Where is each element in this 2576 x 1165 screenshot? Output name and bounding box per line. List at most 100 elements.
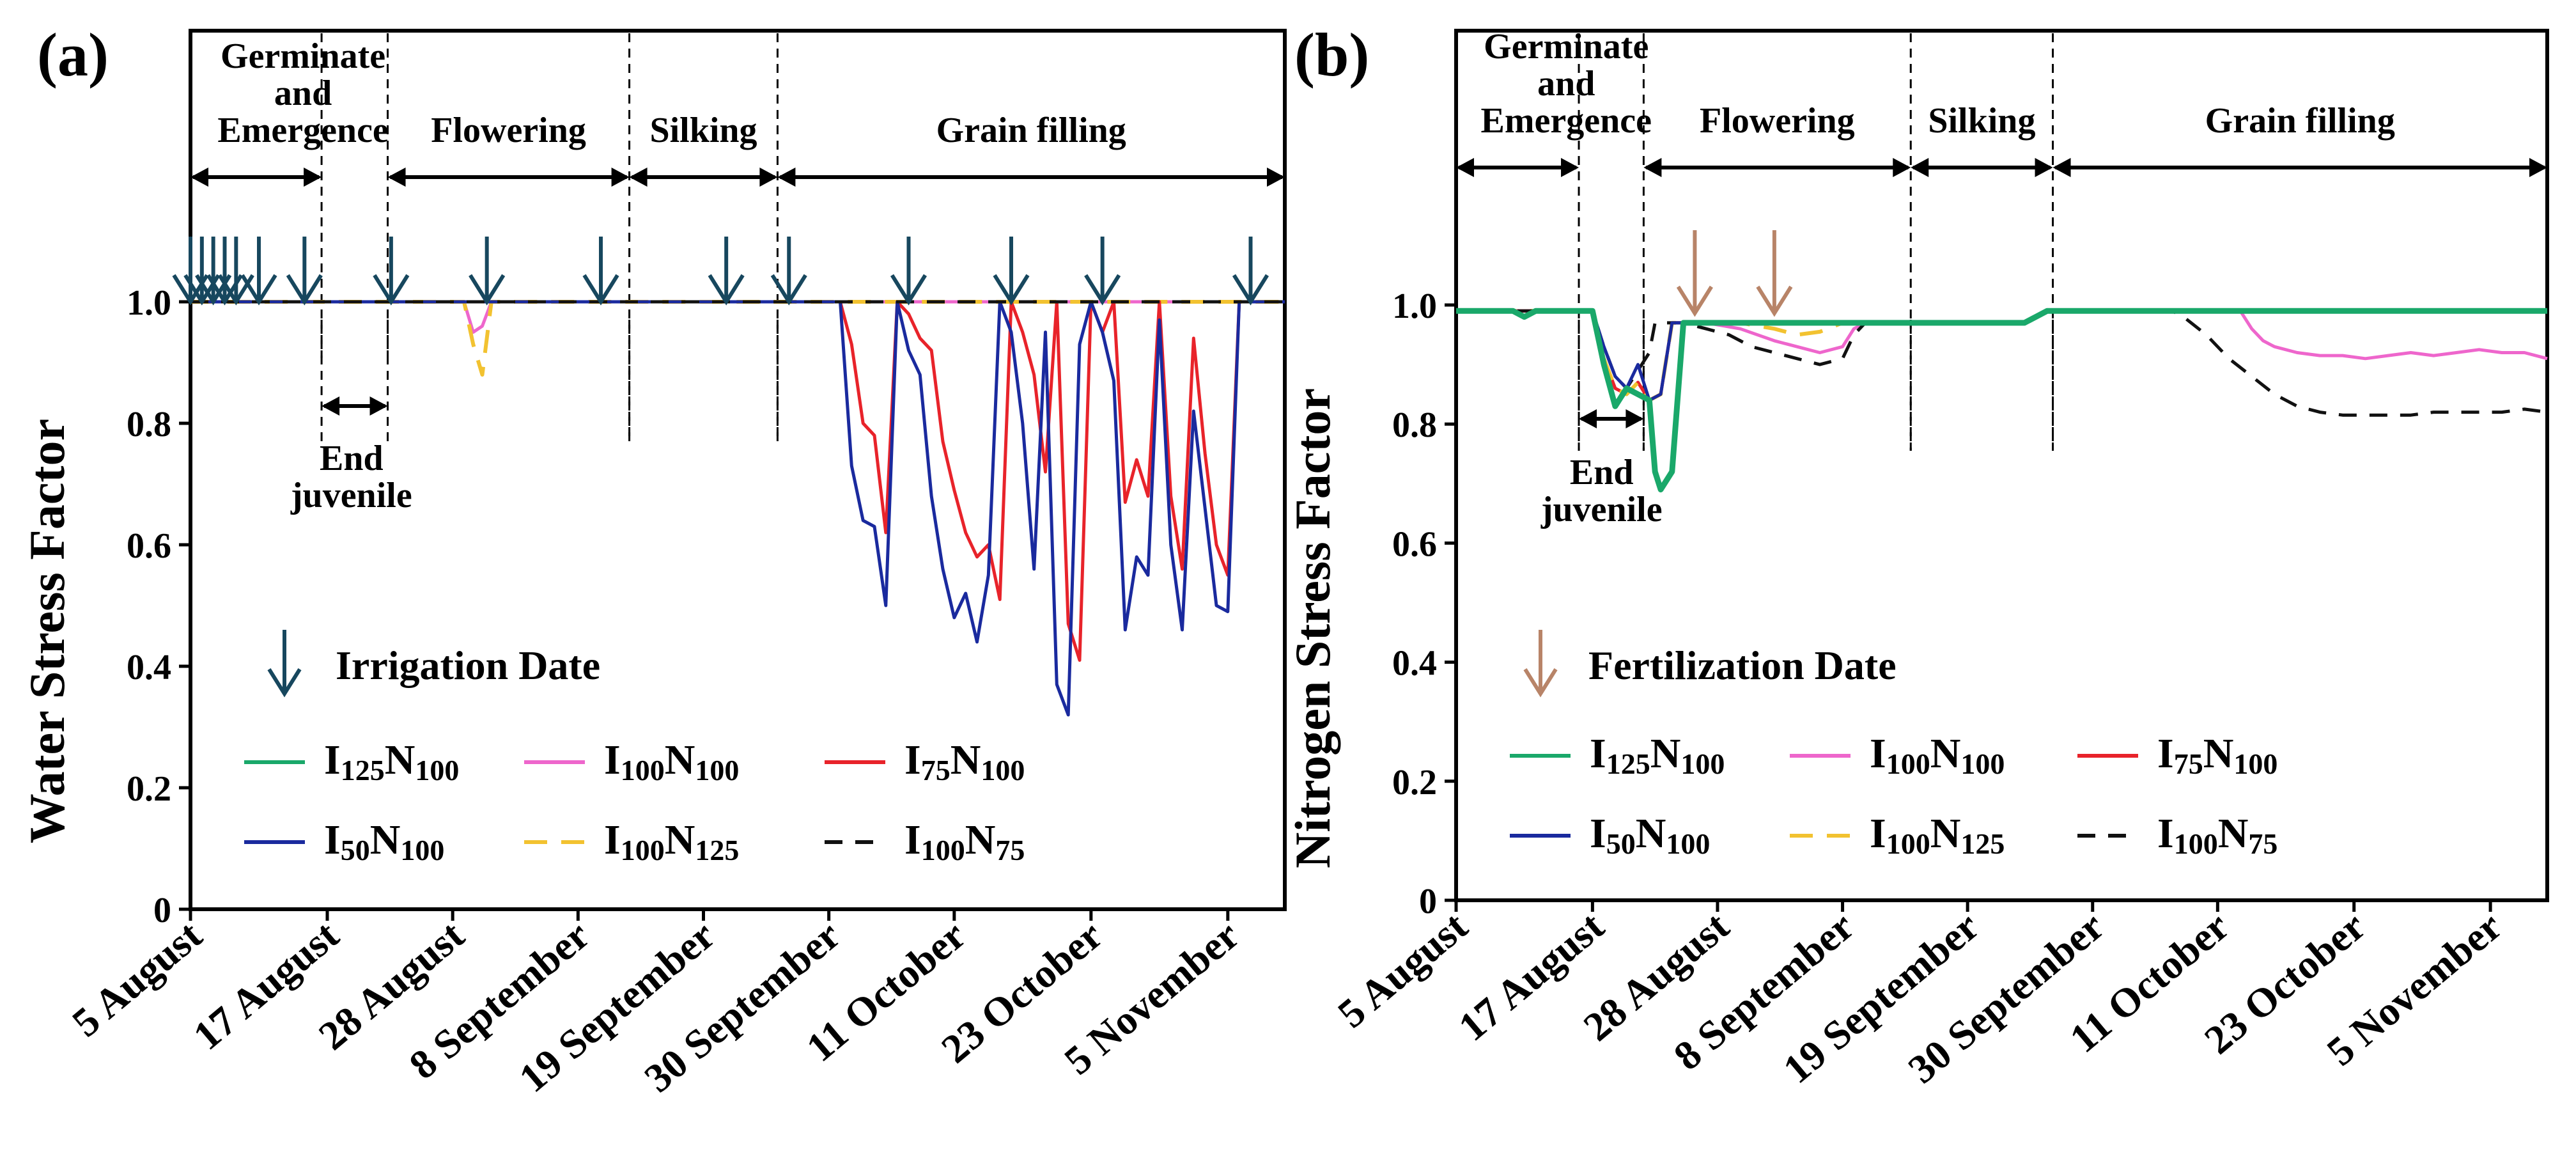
y-tick-label: 0.8 (127, 405, 171, 444)
legend-label-I100N125: I100N125 (604, 817, 739, 866)
legend-label-part: I (604, 737, 621, 783)
legend-event-arrow (267, 630, 302, 698)
arrow-head (469, 274, 506, 306)
y-tick-label: 0.6 (127, 526, 171, 566)
y-tick-label: 1.0 (1392, 286, 1437, 326)
double-arrow-head-right (1626, 409, 1644, 428)
end-juvenile-label: End (320, 439, 384, 478)
legend-label-part: 100 (1886, 747, 1930, 780)
legend-label-part: 125 (1606, 747, 1650, 780)
series-line-I100N125 (190, 300, 1285, 377)
legend-label-part: 100 (400, 834, 444, 866)
legend-label-part: N (2203, 730, 2234, 777)
arrow-head (582, 274, 619, 306)
double-arrow-head-left (2052, 158, 2071, 177)
double-arrow-head-right (1561, 158, 1579, 177)
stage-label: Emergence (217, 111, 388, 150)
legend-label-I125N100: I125N100 (324, 737, 459, 786)
double-arrow-head-right (611, 168, 630, 187)
legend-label-part: I (2157, 730, 2174, 777)
legend-label-part: 125 (1960, 827, 2005, 860)
legend-label-part: N (1636, 810, 1666, 857)
legend-label-part: I (1870, 730, 1886, 777)
stage-label: Flowering (431, 111, 586, 150)
legend-label-part: N (1930, 730, 1961, 777)
legend-label-part: N (370, 817, 401, 863)
stage-arrow (777, 168, 1285, 187)
legend-label-part: N (965, 817, 996, 863)
legend-label-part: N (385, 737, 415, 783)
legend-label-part: 100 (695, 754, 739, 786)
end-juvenile-label: juvenile (290, 476, 412, 515)
y-axis-title: Water Stress Factor (19, 419, 75, 843)
legend-label-part: N (1650, 730, 1681, 777)
double-arrow-head-left (1911, 158, 1929, 177)
series-lines (190, 300, 1285, 717)
legend-label-I100N75: I100N75 (904, 817, 1025, 866)
series-line-I100N100 (190, 300, 1285, 334)
legend-label-part: 100 (621, 834, 665, 866)
double-arrow-head-right (304, 168, 322, 187)
stage-arrow (387, 168, 630, 187)
legend-label-I125N100: I125N100 (1590, 730, 1725, 780)
legend-event-label: Fertilization Date (1588, 643, 1897, 688)
legend-label-part: 125 (695, 834, 739, 866)
legend-label-I50N100: I50N100 (1590, 810, 1710, 860)
y-tick-label: 0 (1419, 882, 1437, 921)
legend-label-part: 100 (2233, 747, 2277, 780)
stage-label: Silking (649, 111, 757, 150)
double-arrow-head-left (1456, 158, 1474, 177)
y-tick-label: 0.2 (127, 769, 171, 809)
legend-event-label: Irrigation Date (336, 643, 600, 688)
event-arrow (890, 237, 927, 306)
legend-label-part: I (1590, 810, 1606, 857)
plot-frame (1454, 29, 2549, 902)
stage-arrow (2052, 158, 2547, 177)
arrow-head (267, 668, 302, 698)
stage-arrow (1911, 158, 2053, 177)
double-arrow-head-right (2035, 158, 2053, 177)
end-juvenile-label: juvenile (1540, 490, 1663, 529)
legend-label-part: 100 (2174, 827, 2218, 860)
double-arrow-head-right (369, 396, 388, 416)
panel-label: (a) (37, 20, 109, 89)
stage-label: Grain filling (2205, 101, 2395, 141)
stage-label: Grain filling (936, 111, 1126, 150)
double-arrow-head-right (759, 168, 778, 187)
arrow-head (240, 274, 277, 306)
legend-label-part: 50 (341, 834, 370, 866)
event-arrow (1676, 230, 1713, 317)
arrow-head (373, 274, 410, 306)
event-arrow (286, 237, 323, 306)
legend-label-part: I (904, 737, 921, 783)
stage-arrow (1643, 158, 1911, 177)
stage-label: and (274, 74, 332, 113)
legend-label-part: I (324, 737, 341, 783)
stage-label: Flowering (1700, 101, 1855, 141)
legend-label-part: 75 (995, 834, 1025, 866)
stage-label: Silking (1928, 101, 2035, 141)
event-arrow (240, 237, 277, 306)
stage-arrow (1456, 158, 1579, 177)
stage-label: and (1537, 64, 1595, 104)
legend-label-part: I (1870, 810, 1886, 857)
event-arrow (582, 237, 619, 306)
y-axis-title: Nitrogen Stress Factor (1285, 388, 1340, 868)
legend-label-part: I (324, 817, 341, 863)
legend-event-arrow (1523, 630, 1558, 698)
legend-label-part: 100 (1666, 827, 1710, 860)
legend-label-part: 75 (2248, 827, 2277, 860)
y-tick-label: 0.2 (1392, 763, 1437, 802)
double-arrow-head-left (1579, 409, 1597, 428)
panel-label: (b) (1294, 20, 1369, 89)
legend-label-part: 100 (981, 754, 1025, 786)
end-juvenile-arrow (1579, 409, 1644, 428)
double-arrow-head-right (1267, 168, 1285, 187)
legend-label-I100N125: I100N125 (1870, 810, 2005, 860)
y-tick-label: 1.0 (127, 283, 171, 323)
y-tick-label: 0.4 (127, 648, 171, 687)
arrow-head (993, 274, 1030, 306)
arrow-head (1676, 285, 1713, 317)
